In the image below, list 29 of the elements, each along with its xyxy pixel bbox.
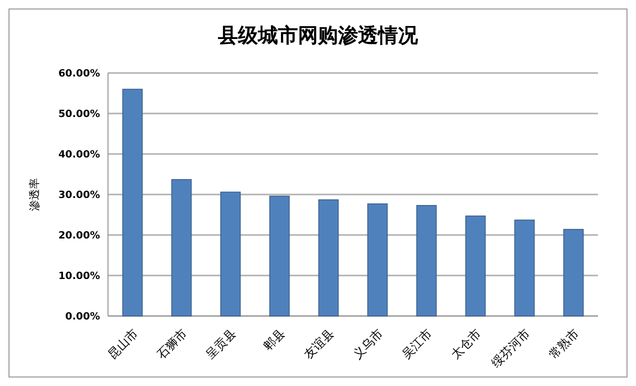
x-tick-label: 常熟市 [546,326,582,362]
chart-title: 县级城市网购渗透情况 [217,23,419,47]
y-tick-label: 40.00% [58,150,100,160]
x-tick-label: 友谊县 [301,326,337,362]
x-tick-label: 呈贡县 [203,326,239,362]
bar [514,220,535,316]
bar [416,205,437,316]
x-tick-label: 绥芬河市 [488,326,533,370]
y-axis-title: 渗透率 [28,178,41,211]
x-tick-label: 郫县 [260,326,288,354]
x-tick-label: 昆山市 [105,326,141,362]
bar [171,179,192,316]
bar [318,199,339,316]
y-tick-label: 60.00% [58,68,100,80]
bar [269,196,290,316]
x-tick-label: 太仓市 [448,326,484,362]
x-tick-label: 石狮市 [154,326,190,362]
x-tick-label: 吴江市 [399,326,435,362]
y-tick-label: 10.00% [58,271,100,282]
y-tick-label: 0.00% [65,312,100,322]
bar [465,216,486,316]
y-tick-label: 30.00% [58,190,100,201]
bar [220,192,241,316]
bar [122,88,143,316]
x-tick-label: 义乌市 [350,326,386,362]
bar [563,228,584,316]
bar [367,203,388,316]
y-tick-label: 50.00% [58,109,100,120]
y-tick-label: 20.00% [58,230,100,242]
